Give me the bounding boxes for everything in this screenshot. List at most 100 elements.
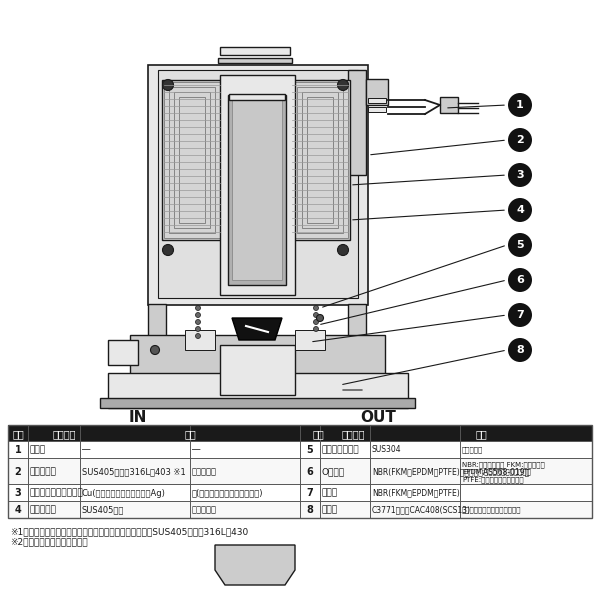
- Bar: [148, 304, 166, 340]
- Circle shape: [163, 79, 173, 91]
- Text: コアー組立: コアー組立: [30, 467, 57, 476]
- Circle shape: [508, 198, 532, 222]
- Text: 3: 3: [516, 170, 524, 180]
- Text: 品番: 品番: [312, 429, 324, 439]
- Circle shape: [196, 313, 200, 317]
- Bar: [218, 58, 292, 63]
- Bar: [348, 304, 366, 340]
- Circle shape: [508, 268, 532, 292]
- Circle shape: [151, 346, 160, 355]
- Bar: [302, 92, 338, 228]
- Bar: [8, 484, 592, 501]
- Circle shape: [314, 305, 319, 311]
- Bar: [179, 97, 205, 223]
- Bar: [8, 425, 592, 518]
- Text: 5: 5: [516, 240, 524, 250]
- Text: ステンレス: ステンレス: [462, 446, 483, 454]
- Circle shape: [337, 245, 349, 256]
- Bar: [8, 458, 592, 484]
- Text: 6: 6: [516, 275, 524, 285]
- Text: 4: 4: [516, 205, 524, 215]
- Bar: [290, 80, 350, 240]
- Circle shape: [508, 93, 532, 117]
- Text: 8: 8: [307, 505, 313, 515]
- Bar: [295, 330, 325, 350]
- Text: プランジャ: プランジャ: [30, 505, 57, 514]
- Text: 材質: 材質: [475, 429, 487, 439]
- Polygon shape: [215, 545, 295, 585]
- Text: 4: 4: [14, 505, 22, 515]
- Polygon shape: [232, 318, 282, 340]
- Bar: [366, 79, 388, 105]
- Bar: [220, 47, 290, 55]
- Circle shape: [196, 326, 200, 331]
- Text: SUS405相当・316L・403 ※1: SUS405相当・316L・403 ※1: [82, 467, 186, 476]
- Bar: [8, 501, 592, 518]
- Text: 部品名称: 部品名称: [52, 429, 76, 439]
- Bar: [368, 107, 386, 112]
- Text: Oリング: Oリング: [322, 467, 345, 476]
- Text: ステンレス: ステンレス: [192, 467, 217, 476]
- Text: シェーディングコイル: シェーディングコイル: [30, 488, 84, 497]
- Text: 品番: 品番: [12, 429, 24, 439]
- Bar: [8, 441, 592, 458]
- Text: 材質: 材質: [184, 429, 196, 439]
- Text: 3: 3: [14, 488, 22, 498]
- Text: 2: 2: [14, 467, 22, 477]
- Bar: [348, 70, 366, 175]
- Bar: [162, 80, 222, 240]
- Bar: [228, 95, 286, 285]
- Text: ※1：ボディ・シール材質組合せ記号が、無記号の場合：SUS405相当・316L・430: ※1：ボディ・シール材質組合せ記号が、無記号の場合：SUS405相当・316L・…: [10, 527, 248, 536]
- Circle shape: [163, 245, 173, 256]
- Text: OUT: OUT: [360, 410, 396, 425]
- Text: ステンレス: ステンレス: [192, 505, 217, 514]
- Circle shape: [314, 313, 319, 317]
- Text: 6: 6: [307, 467, 313, 477]
- Text: コイル: コイル: [30, 445, 46, 455]
- Text: 8: 8: [516, 345, 524, 355]
- Bar: [130, 335, 385, 390]
- Text: IN: IN: [129, 410, 147, 425]
- Bar: [158, 70, 358, 298]
- Bar: [8, 425, 592, 441]
- Circle shape: [508, 128, 532, 152]
- Text: 1: 1: [14, 445, 22, 455]
- Text: 銅(ボディステンレスのとき銅): 銅(ボディステンレスのとき銅): [192, 488, 263, 497]
- Text: Cu(ボディステンレスのときAg): Cu(ボディステンレスのときAg): [82, 488, 166, 497]
- Text: C3771またはCAC408(SCS13): C3771またはCAC408(SCS13): [372, 505, 471, 514]
- Text: 1: 1: [516, 100, 524, 110]
- Bar: [164, 82, 220, 238]
- Bar: [108, 340, 138, 365]
- Text: ボディ: ボディ: [322, 505, 338, 514]
- Bar: [297, 87, 343, 233]
- Text: NBR(FKM・EPDM・PTFE)（サイズ：AS568-019）: NBR(FKM・EPDM・PTFE)（サイズ：AS568-019）: [372, 467, 529, 476]
- Bar: [232, 100, 282, 280]
- Text: 2: 2: [516, 135, 524, 145]
- Text: SUS304: SUS304: [372, 445, 401, 455]
- Circle shape: [314, 326, 319, 331]
- Bar: [440, 97, 458, 113]
- Bar: [220, 75, 295, 295]
- Bar: [185, 330, 215, 350]
- Bar: [292, 82, 348, 238]
- Bar: [220, 345, 295, 395]
- Text: プランジゃばね: プランジゃばね: [322, 445, 359, 455]
- Text: ―: ―: [82, 445, 91, 455]
- Bar: [148, 65, 368, 305]
- Text: ※2：（　）内はオプション。: ※2：（ ）内はオプション。: [10, 538, 88, 547]
- Text: NBR:ニトリルゴム FKM:フッ素ゴム
EPDM:エチレンプロピレンゴム
PTFE:四フッ化エチレン樹脂: NBR:ニトリルゴム FKM:フッ素ゴム EPDM:エチレンプロピレンゴム PT…: [462, 461, 545, 483]
- Text: 5: 5: [307, 445, 313, 455]
- Bar: [108, 373, 408, 408]
- Text: 7: 7: [516, 310, 524, 320]
- Text: 7: 7: [307, 488, 313, 498]
- Bar: [229, 94, 285, 100]
- Bar: [169, 87, 215, 233]
- Text: 黄銅または青銅（ステンレス）: 黄銅または青銅（ステンレス）: [462, 506, 521, 514]
- Text: 部品名称: 部品名称: [341, 429, 365, 439]
- Circle shape: [508, 303, 532, 327]
- Bar: [307, 97, 333, 223]
- Text: シール: シール: [322, 488, 338, 497]
- Circle shape: [508, 163, 532, 187]
- Circle shape: [196, 319, 200, 325]
- Bar: [100, 398, 415, 408]
